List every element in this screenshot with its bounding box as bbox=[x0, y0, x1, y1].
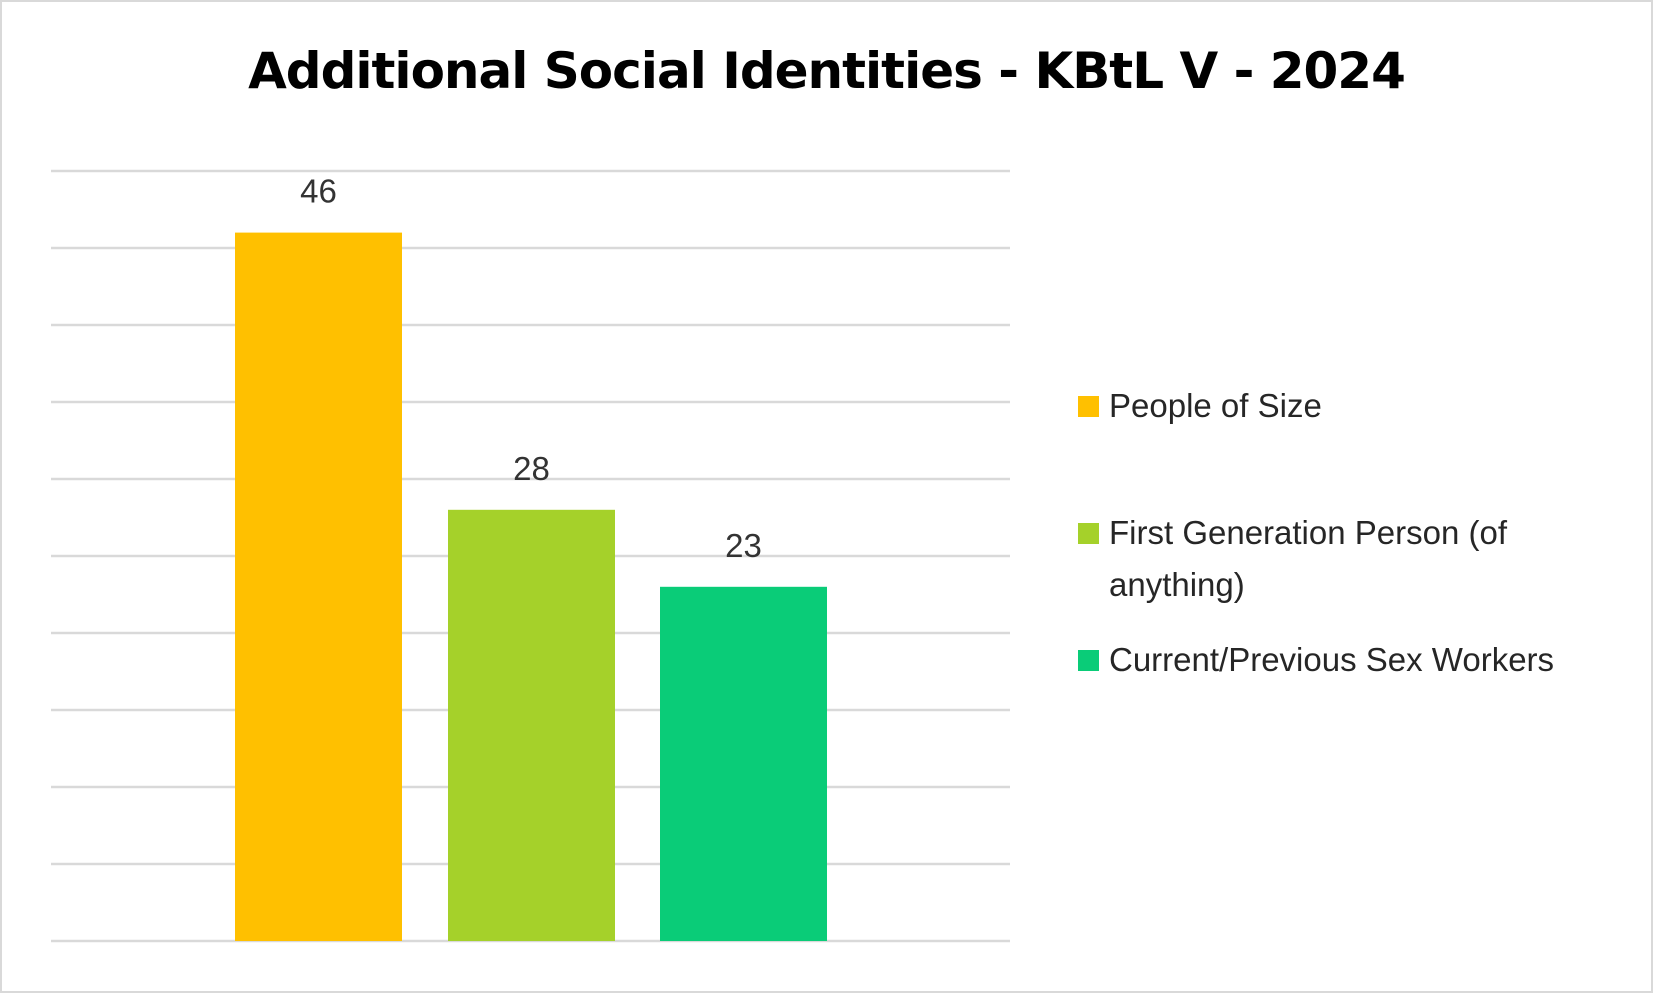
bar bbox=[235, 232, 402, 942]
legend-swatch bbox=[1078, 396, 1099, 417]
chart-title: Additional Social Identities - KBtL V - … bbox=[248, 42, 1406, 100]
legend-label: First Generation Person (of anything) bbox=[1109, 514, 1507, 603]
data-label: 46 bbox=[300, 173, 337, 210]
legend-item-people-of-size: People of Size bbox=[1078, 380, 1629, 432]
bar bbox=[448, 509, 615, 941]
legend-item-first-generation: First Generation Person (of anything) bbox=[1078, 507, 1569, 611]
legend-swatch bbox=[1078, 523, 1099, 544]
data-label: 28 bbox=[513, 450, 550, 487]
data-label: 23 bbox=[725, 527, 762, 564]
legend-label: People of Size bbox=[1109, 387, 1322, 424]
legend-item-sex-workers: Current/Previous Sex Workers bbox=[1078, 634, 1629, 686]
legend-swatch bbox=[1078, 650, 1099, 671]
legend-label: Current/Previous Sex Workers bbox=[1109, 641, 1555, 678]
bar bbox=[660, 586, 827, 941]
